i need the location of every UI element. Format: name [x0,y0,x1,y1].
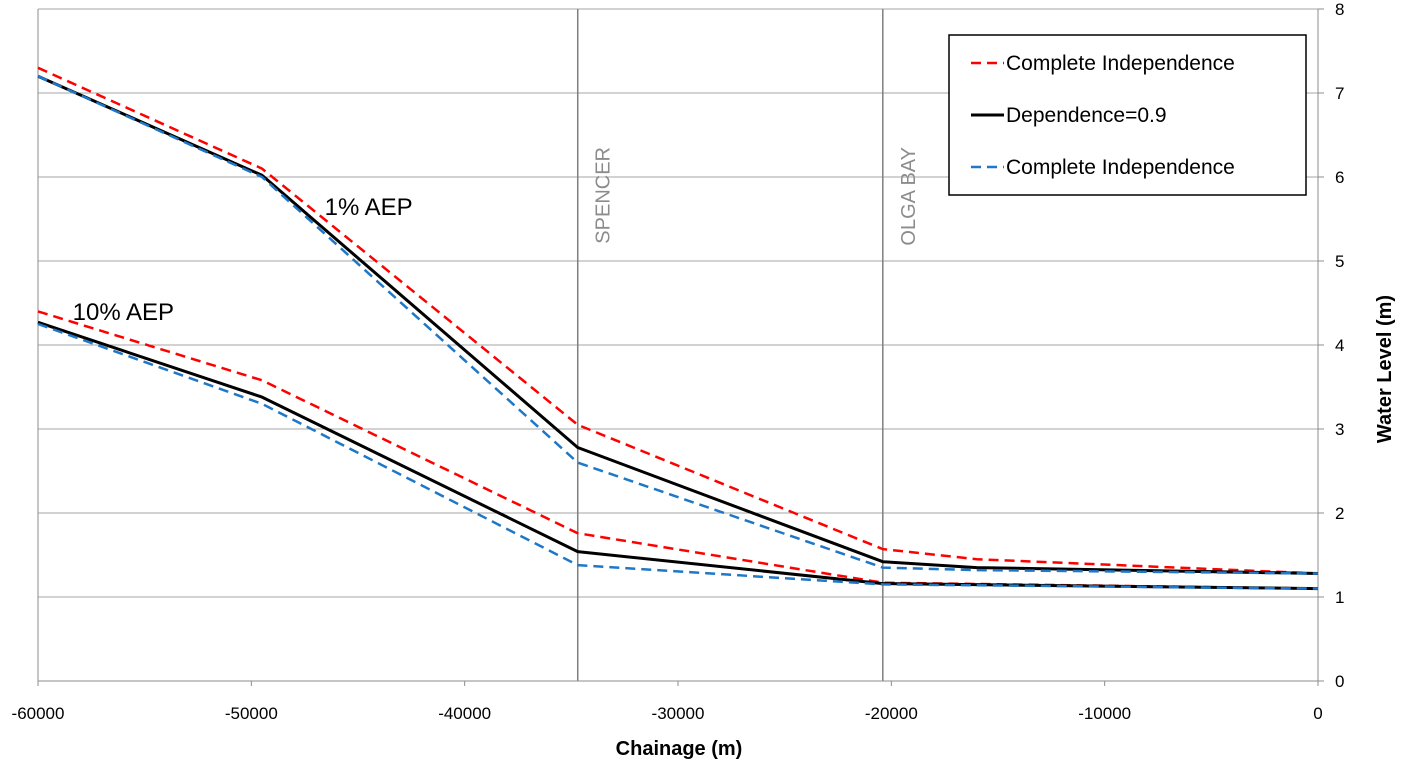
x-tick-label: -40000 [438,704,491,723]
vertical-markers: SPENCER OLGA BAY [576,9,920,681]
curve-label: 1% AEP [325,194,413,221]
x-tick-label: -30000 [652,704,705,723]
x-tick-label: -60000 [12,704,65,723]
series-lines [37,66,1319,591]
series-line [37,74,1319,575]
y-tick-label: 4 [1335,336,1344,355]
marker-label: OLGA BAY [898,147,920,246]
axes [37,8,1324,686]
x-axis-title: Chainage (m) [616,738,743,760]
legend-label: Complete Independence [1006,156,1235,179]
y-axis-title: Water Level (m) [1374,295,1396,443]
marker-label: SPENCER [593,147,615,244]
y-tick-labels: 0 1 2 3 4 5 6 7 8 [1335,0,1344,691]
y-tick-label: 6 [1335,168,1344,187]
series-line [37,322,1319,590]
y-tick-label: 8 [1335,0,1344,19]
y-tick-label: 5 [1335,252,1344,271]
series-line [37,310,1319,590]
x-tick-label: -20000 [865,704,918,723]
y-tick-label: 1 [1335,588,1344,607]
series-line [37,75,1319,575]
legend-label: Complete Independence [1006,52,1235,75]
x-tick-label: -50000 [225,704,278,723]
annotations: 1% AEP 10% AEP [73,194,413,326]
y-tick-label: 0 [1335,672,1344,691]
legend-label: Dependence=0.9 [1006,104,1167,127]
y-tick-label: 2 [1335,504,1344,523]
y-tick-label: 7 [1335,84,1344,103]
y-tick-label: 3 [1335,420,1344,439]
series-line [37,66,1319,575]
x-tick-labels: -60000 -50000 -40000 -30000 -20000 -10000 0 [12,704,1323,723]
x-tick-label: -10000 [1078,704,1131,723]
x-tick-label: 0 [1313,704,1322,723]
legend: Complete Independence Dependence=0.9 Compl… [948,34,1307,196]
curve-label: 10% AEP [73,299,174,326]
legend-box [948,34,1307,196]
